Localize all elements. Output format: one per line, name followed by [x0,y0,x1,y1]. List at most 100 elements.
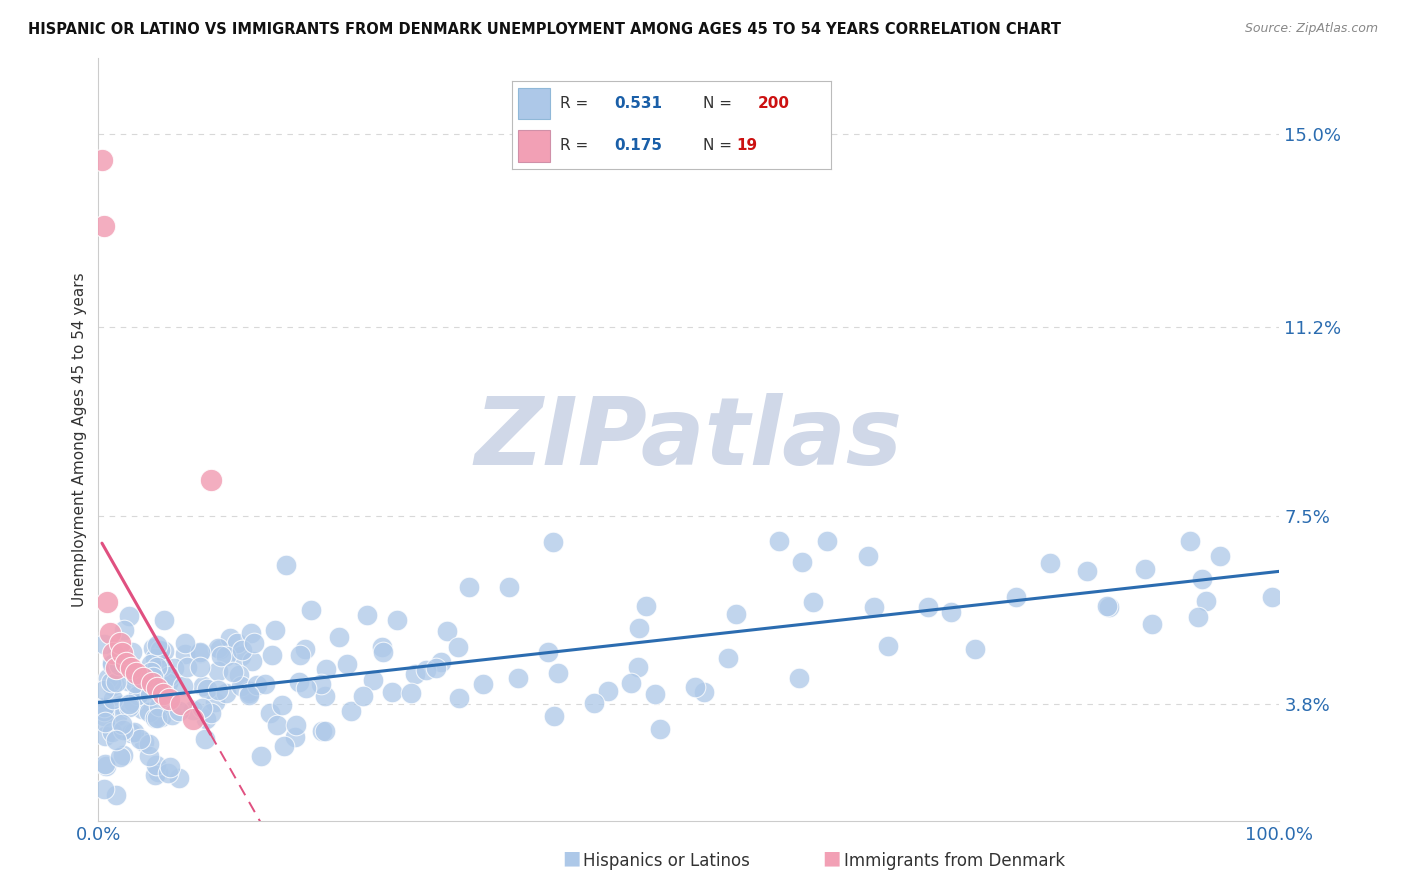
Point [208,642,231,657]
Point [815,534,838,549]
Point [149,643,172,657]
Point [371,645,394,659]
Point [627,621,650,635]
Point [648,723,671,737]
Point [132,671,155,685]
Point [1095,599,1118,614]
Point [104,789,127,803]
Point [917,600,939,615]
Point [240,655,263,669]
Point [129,732,152,747]
Point [204,695,226,709]
Point [399,686,422,700]
Text: ■: ■ [823,848,841,867]
Text: Source: ZipAtlas.com: Source: ZipAtlas.com [1244,22,1378,36]
Point [194,712,217,726]
Point [190,701,212,715]
Point [105,709,128,723]
Point [246,678,269,692]
Point [311,724,333,739]
Point [108,658,131,673]
Point [207,665,229,679]
Point [328,630,350,644]
Point [118,609,141,624]
Point [1178,533,1201,548]
Point [105,661,128,675]
Point [148,689,170,703]
Point [150,710,173,724]
Point [145,758,167,772]
Point [582,696,605,710]
Text: ZIPatlas: ZIPatlas [475,393,903,485]
Point [239,626,262,640]
Point [139,688,162,702]
Point [139,678,162,692]
Point [97,672,120,686]
Point [537,645,560,659]
Point [110,698,132,712]
Point [112,623,135,637]
Point [100,674,122,689]
Point [91,153,114,167]
Point [111,717,134,731]
Point [101,656,124,670]
Point [93,782,115,797]
Point [157,676,180,690]
Point [125,666,148,681]
Point [170,697,193,711]
Point [94,759,117,773]
Point [262,648,284,662]
Point [118,697,141,711]
Point [146,764,169,779]
Point [598,684,620,698]
Point [273,739,295,753]
Point [1187,610,1209,624]
Point [146,681,169,696]
Point [768,533,790,548]
Point [167,704,190,718]
Point [430,655,453,669]
Point [370,640,392,654]
Point [138,737,160,751]
Point [229,679,252,693]
Point [145,767,167,781]
Point [238,684,260,698]
Point [218,632,240,646]
Point [142,641,165,656]
Point [111,646,134,660]
Point [104,648,127,662]
Point [447,691,470,706]
Point [108,749,131,764]
Point [238,686,260,700]
Point [146,710,169,724]
Point [93,709,115,723]
Point [207,683,229,698]
Point [138,749,160,764]
Point [284,730,307,744]
Point [876,639,898,653]
Point [404,667,426,681]
Point [124,676,146,690]
Point [131,702,153,716]
Text: ■: ■ [562,848,581,867]
Point [1140,616,1163,631]
Point [121,661,143,675]
Point [627,659,650,673]
Point [160,708,183,723]
Point [447,640,470,655]
Point [207,640,229,655]
Point [122,668,145,682]
Point [314,689,336,703]
Point [381,685,404,699]
Point [801,595,824,609]
Point [157,765,180,780]
Text: Hispanics or Latinos: Hispanics or Latinos [583,852,751,870]
Y-axis label: Unemployment Among Ages 45 to 54 years: Unemployment Among Ages 45 to 54 years [72,272,87,607]
Point [228,668,250,682]
Point [100,725,122,739]
Point [792,555,814,569]
Point [547,665,569,680]
Point [238,688,260,702]
Point [1133,561,1156,575]
Point [471,676,494,690]
